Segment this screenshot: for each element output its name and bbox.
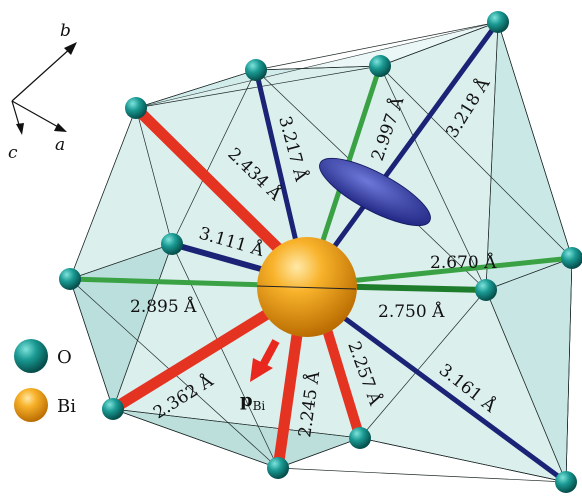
bond-2-362 bbox=[107, 294, 296, 415]
bond-label-2-895: 2.895 Å bbox=[130, 296, 197, 317]
legend: O Bi bbox=[14, 339, 76, 422]
polarization-arrow bbox=[250, 339, 280, 382]
bond-3-161 bbox=[317, 297, 569, 485]
o-atom bbox=[561, 247, 582, 269]
bond-label-2-670: 2.670 Å bbox=[430, 252, 497, 273]
axis-label-a: a bbox=[55, 135, 65, 155]
bond-label-2-750: 2.750 Å bbox=[378, 301, 445, 322]
o-atom bbox=[125, 97, 147, 119]
crystal-axes bbox=[11, 42, 77, 135]
legend-bi-label: Bi bbox=[57, 396, 76, 417]
legend-o-swatch bbox=[14, 339, 48, 373]
legend-bi-swatch bbox=[14, 388, 48, 422]
o-atom bbox=[267, 457, 289, 479]
o-atom bbox=[555, 471, 577, 493]
axis-label-b: b bbox=[60, 21, 71, 41]
axis-label-c: c bbox=[8, 143, 18, 163]
bond-2-434 bbox=[130, 102, 294, 264]
bi-atom bbox=[257, 237, 357, 337]
o-atom bbox=[349, 427, 371, 449]
o-atom bbox=[161, 233, 183, 255]
o-atom bbox=[475, 279, 497, 301]
o-atom bbox=[245, 59, 267, 81]
face bbox=[485, 21, 573, 291]
o-atom bbox=[369, 55, 391, 77]
bi-equator-line bbox=[256, 285, 357, 290]
lone-pair-lobe bbox=[319, 158, 431, 226]
o-atom bbox=[102, 398, 124, 420]
o-atom bbox=[59, 268, 81, 290]
legend-o-label: O bbox=[57, 347, 72, 368]
o-atom bbox=[487, 11, 509, 33]
oxygen-atoms bbox=[59, 11, 582, 493]
polarization-label: pBi bbox=[240, 390, 265, 413]
bond-3-218 bbox=[307, 19, 501, 283]
